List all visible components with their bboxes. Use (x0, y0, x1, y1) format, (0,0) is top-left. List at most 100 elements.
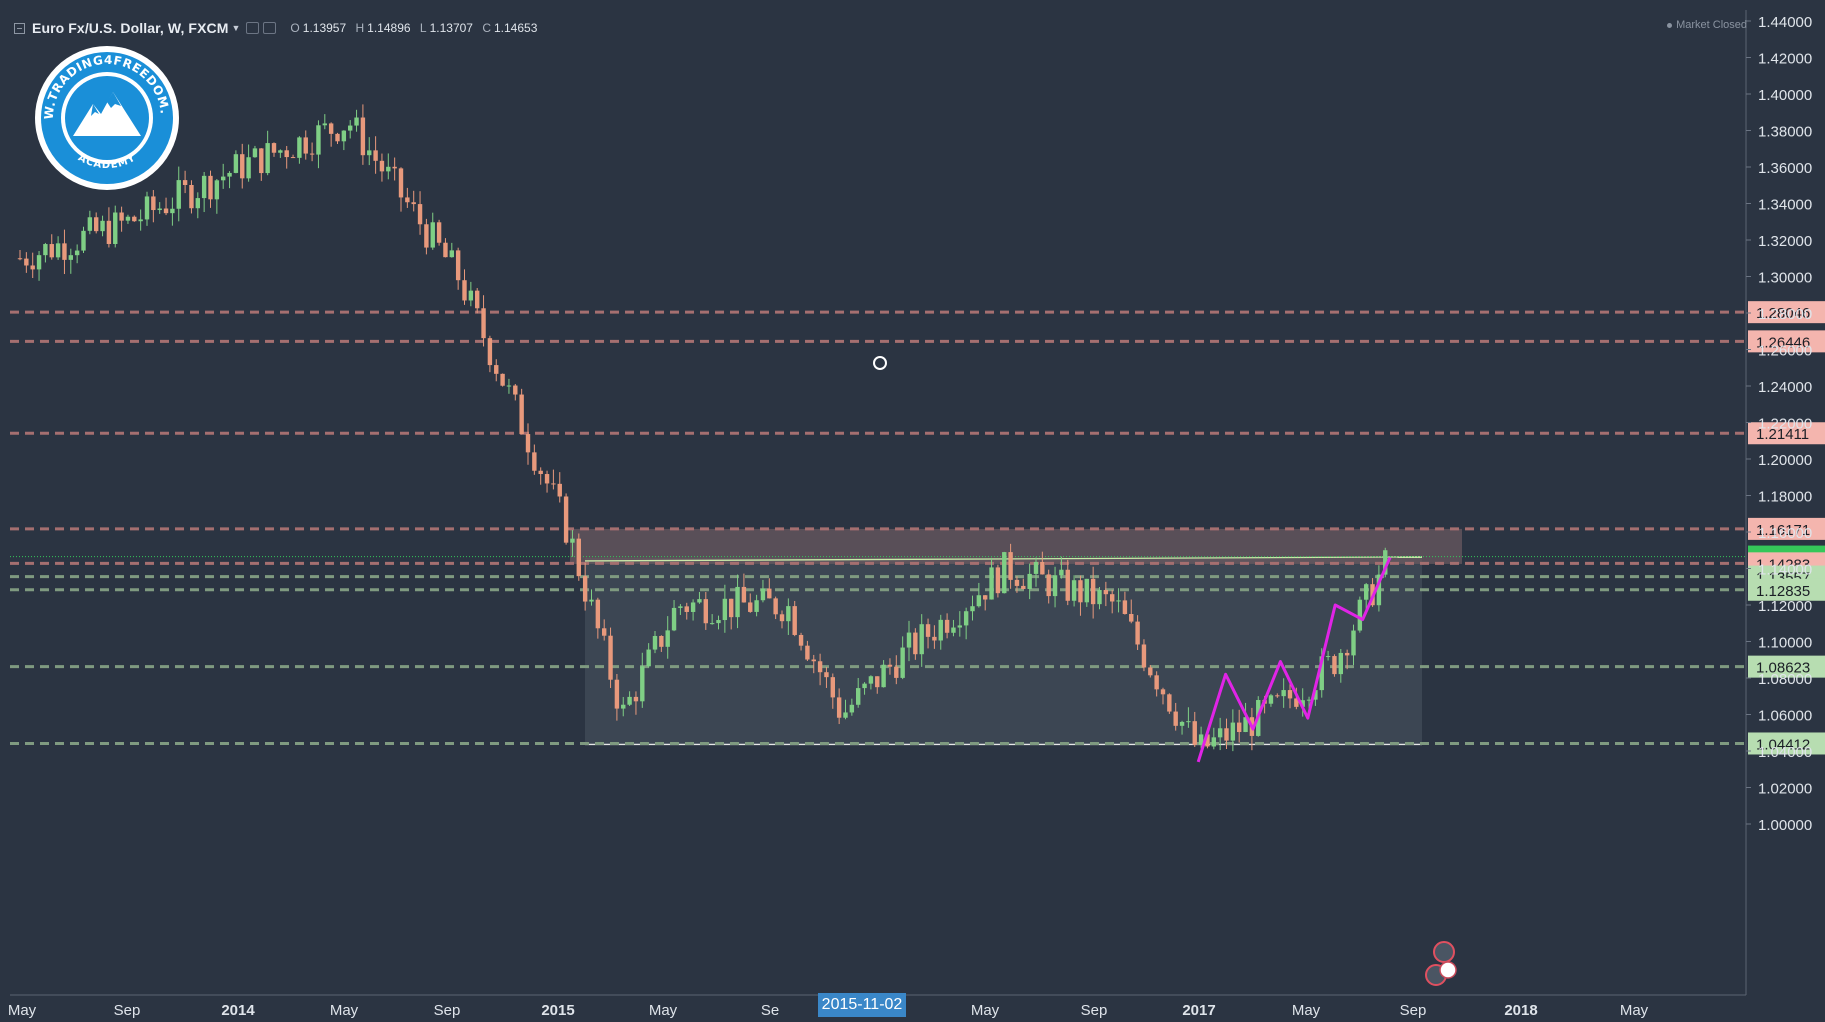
ohlc-values: O 1.13957 H 1.14896 L 1.13707 C 1.14653 (290, 21, 537, 35)
candle-body (735, 586, 740, 618)
candle-body (151, 196, 156, 211)
candle-body (1040, 561, 1045, 575)
candle-body (233, 154, 239, 173)
candle-body (316, 125, 321, 155)
candle-body (614, 679, 620, 709)
candle-body (919, 624, 924, 655)
candle-body (729, 598, 734, 618)
candle-body (1357, 599, 1363, 631)
close-label: C (482, 21, 491, 35)
candle-body (443, 242, 448, 258)
candle-body (602, 628, 607, 636)
symbol-title[interactable]: Euro Fx/U.S. Dollar, W, FXCM (32, 20, 229, 36)
y-tick-label: 1.42000 (1758, 51, 1812, 68)
candle-body (849, 704, 855, 713)
candle-body (1059, 569, 1064, 576)
candle-body (119, 212, 124, 221)
candle-body (976, 595, 982, 607)
price-tag-label: 1.08623 (1756, 660, 1810, 677)
candle-body (963, 611, 969, 626)
candle-body (894, 666, 899, 678)
candle-body (411, 202, 416, 205)
candle-body (252, 148, 258, 158)
news-badge-icon[interactable] (1439, 961, 1457, 979)
candle-body (995, 567, 1001, 594)
candle-body (125, 216, 131, 221)
candle-body (1224, 728, 1229, 741)
candle-body (468, 290, 474, 301)
candle-body (1300, 700, 1305, 707)
symbol-legend: Euro Fx/U.S. Dollar, W, FXCM ▼ O 1.13957 … (14, 18, 537, 38)
x-tick-label: May (1620, 1002, 1649, 1019)
candle-body (1110, 594, 1115, 602)
candle-body (532, 452, 537, 471)
candle-body (208, 175, 213, 200)
candle-body (551, 483, 556, 485)
x-tick-label: Sep (1081, 1002, 1108, 1019)
open-label: O (290, 21, 300, 35)
candle-body (1198, 734, 1204, 745)
y-tick-label: 1.14000 (1758, 562, 1812, 579)
candle-body (1287, 690, 1293, 699)
zigzag-line (1196, 556, 1392, 763)
candle-body (1306, 699, 1312, 701)
candle-body (227, 172, 232, 177)
candle-body (1027, 573, 1032, 589)
market-status-text: Market Closed (1676, 19, 1747, 31)
candle-body (767, 588, 772, 599)
candle-body (887, 664, 893, 667)
candle-body (475, 290, 480, 309)
candle-body (900, 647, 905, 678)
candle-body (690, 602, 696, 612)
candle-body (405, 197, 410, 203)
candle-body (30, 265, 35, 270)
candle-body (1364, 584, 1369, 600)
collapse-legend-icon[interactable] (14, 22, 25, 34)
candle-body (957, 625, 962, 628)
y-tick-label: 1.18000 (1758, 489, 1812, 506)
candle-body (49, 244, 54, 258)
low-value: 1.13707 (429, 21, 473, 35)
candle-body (1116, 600, 1121, 602)
candle-body (1014, 579, 1020, 586)
candle-body (328, 123, 334, 134)
settings-icon[interactable] (246, 22, 260, 34)
x-tick-label: May (8, 1002, 37, 1019)
candle-body (43, 244, 48, 256)
candle-body (398, 168, 404, 198)
candle-body (1154, 675, 1159, 690)
candle-body (1103, 590, 1109, 595)
candle-body (1192, 721, 1197, 745)
x-tick-label: May (971, 1002, 1000, 1019)
price-tag (1748, 301, 1825, 324)
candle-body (170, 208, 175, 214)
y-tick-label: 1.40000 (1758, 87, 1812, 104)
candle-body (1230, 722, 1236, 741)
candle-body (176, 180, 181, 209)
candle-body (335, 133, 340, 142)
candle-body (703, 599, 708, 624)
price-tag (1748, 732, 1825, 755)
hide-icon[interactable] (263, 22, 277, 34)
candle-body (36, 255, 42, 270)
crosshair-cursor-icon[interactable] (873, 356, 887, 370)
candle-body (284, 150, 289, 158)
candle-body (494, 365, 499, 374)
candle-body (970, 606, 975, 612)
candle-body (157, 208, 162, 211)
candle-body (748, 602, 753, 612)
candle-body (1338, 652, 1343, 675)
candle-body (195, 198, 200, 209)
high-value: 1.14896 (367, 21, 411, 35)
chevron-down-icon[interactable]: ▼ (231, 23, 241, 33)
candle-body (221, 176, 226, 181)
event-marker-icon[interactable] (1433, 941, 1455, 963)
candle-body (798, 634, 804, 646)
y-tick-label: 1.04000 (1758, 744, 1812, 761)
price-tag-label: 1.21411 (1756, 426, 1809, 443)
candle-body (595, 599, 601, 629)
y-tick-label: 1.06000 (1758, 708, 1812, 725)
y-tick-label: 1.00000 (1758, 817, 1812, 834)
chart-pane (10, 10, 1746, 995)
